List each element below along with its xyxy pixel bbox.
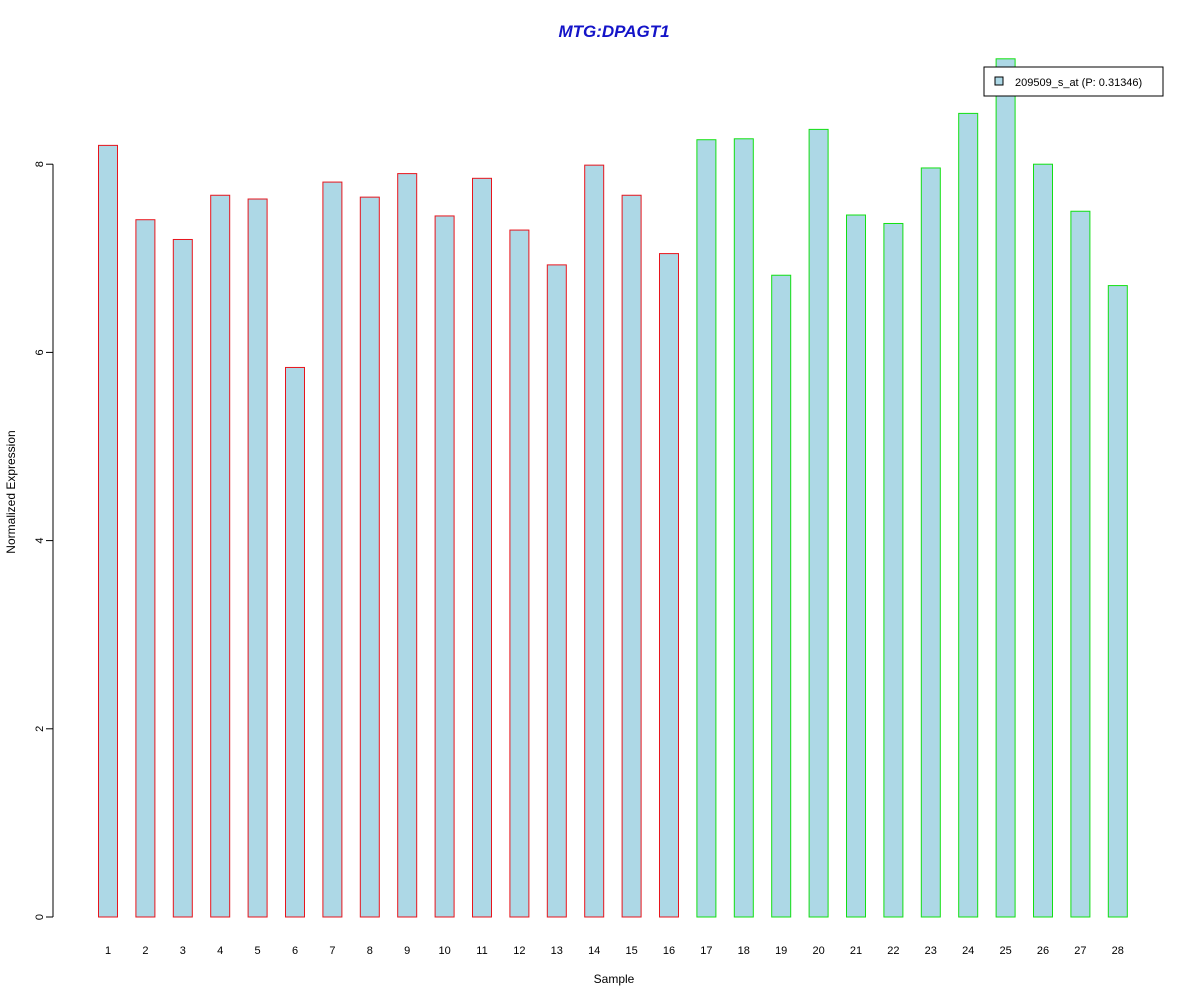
bar-sample-10 [434, 215, 455, 918]
x-tick-label: 17 [700, 945, 712, 957]
bar-sample-26 [1033, 163, 1053, 918]
x-tick-label: 22 [887, 945, 899, 957]
bar-sample-24 [958, 112, 979, 918]
y-tick-label: 2 [34, 726, 46, 732]
x-tick-label: 10 [438, 945, 450, 957]
x-tick-label: 28 [1112, 945, 1124, 957]
bar-sample-16 [659, 253, 679, 918]
bar-sample-19 [771, 274, 792, 918]
bar-sample-18 [733, 138, 754, 918]
legend-box [983, 66, 1164, 97]
bar-sample-13 [546, 264, 567, 918]
x-tick-label: 26 [1037, 945, 1049, 957]
bars [98, 58, 1128, 918]
x-tick-label: 13 [551, 945, 563, 957]
x-tick-label: 20 [812, 945, 824, 957]
x-tick-label: 6 [292, 945, 298, 957]
x-tick-label: 4 [217, 945, 223, 957]
legend: 209509_s_at (P: 0.31346) [983, 66, 1164, 97]
legend-label: 209509_s_at (P: 0.31346) [1015, 77, 1142, 89]
bar-sample-17 [696, 139, 717, 918]
bar-sample-14 [584, 164, 605, 918]
bar-sample-21 [846, 214, 866, 918]
bar-sample-7 [322, 181, 343, 918]
bar-sample-22 [883, 222, 904, 918]
x-tick-label: 2 [142, 945, 148, 957]
x-axis-label: Sample [594, 972, 635, 986]
x-tick-label: 15 [625, 945, 637, 957]
y-tick-label: 4 [34, 538, 46, 544]
x-tick-label: 11 [476, 945, 487, 957]
x-tick-label: 1 [105, 945, 111, 957]
x-tick-label: 23 [925, 945, 937, 957]
bar-sample-6 [285, 366, 305, 918]
x-axis-ticks: 1 2 3 4 5 6 7 8 9 10 11 12 13 14 15 16 17 18 19 20 21 22 23 24 2… [105, 945, 1124, 957]
bar-sample-12 [509, 229, 530, 918]
bar-sample-9 [397, 173, 418, 918]
x-tick-label: 12 [513, 945, 525, 957]
bar-sample-2 [135, 219, 156, 918]
x-tick-label: 19 [775, 945, 787, 957]
x-tick-label: 9 [404, 945, 410, 957]
chart-title: MTG:DPAGT1 [558, 22, 669, 41]
bar-sample-4 [210, 194, 231, 918]
bar-sample-23 [920, 167, 941, 918]
x-tick-label: 14 [588, 945, 600, 957]
y-axis: 0 2 4 6 8 [34, 161, 54, 920]
y-tick-label: 0 [34, 914, 46, 920]
y-tick-label: 6 [34, 349, 46, 355]
bar-sample-25 [995, 58, 1016, 918]
x-tick-label: 27 [1074, 945, 1086, 957]
bar-sample-20 [808, 128, 829, 918]
x-tick-label: 3 [180, 945, 186, 957]
x-tick-label: 21 [850, 945, 862, 957]
y-axis-label: Normalized Expression [4, 430, 18, 553]
bar-sample-3 [172, 238, 193, 918]
bar-sample-1 [98, 144, 118, 918]
y-tick-label: 8 [34, 161, 46, 167]
bar-sample-11 [472, 177, 492, 918]
x-tick-label: 8 [367, 945, 373, 957]
x-tick-label: 18 [738, 945, 750, 957]
bar-sample-27 [1070, 210, 1091, 918]
bar-sample-15 [621, 194, 642, 918]
bar-sample-5 [247, 198, 268, 918]
x-tick-label: 5 [255, 945, 261, 957]
bar-sample-8 [359, 196, 380, 918]
x-tick-label: 16 [663, 945, 675, 957]
x-tick-label: 7 [329, 945, 335, 957]
x-tick-label: 24 [962, 945, 974, 957]
legend-swatch [994, 76, 1004, 86]
x-tick-label: 25 [999, 945, 1011, 957]
bar-sample-28 [1107, 285, 1128, 918]
